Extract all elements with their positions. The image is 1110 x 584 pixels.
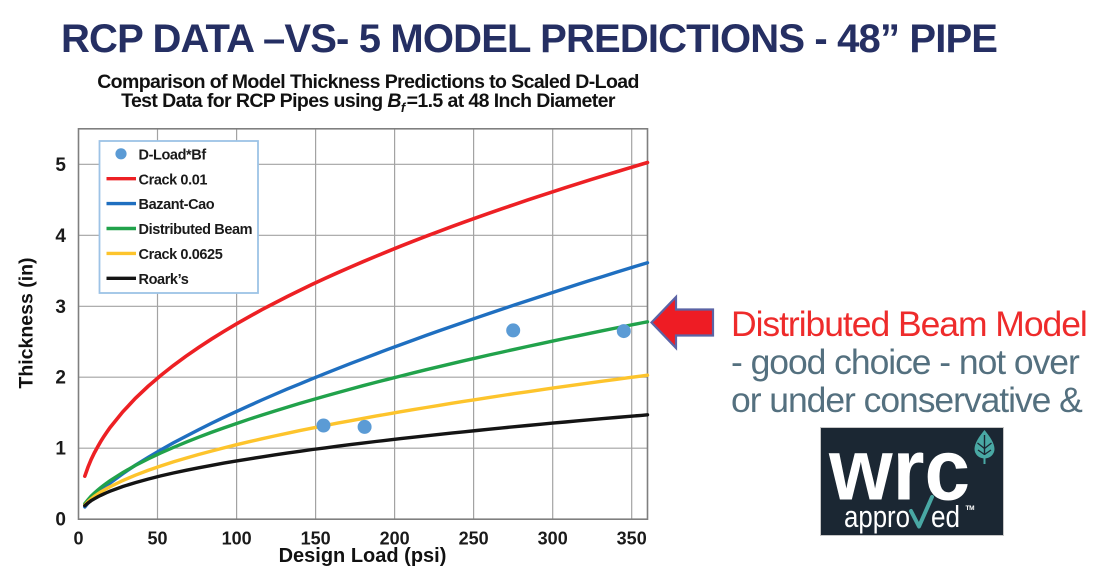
svg-text:appro: appro — [844, 499, 910, 534]
svg-text:ed: ed — [931, 499, 960, 534]
svg-text:Crack 0.0625: Crack 0.0625 — [139, 247, 223, 263]
svg-text:TM: TM — [966, 505, 975, 512]
svg-text:200: 200 — [380, 529, 410, 549]
svg-text:1: 1 — [55, 439, 66, 460]
svg-text:2: 2 — [55, 368, 66, 389]
svg-text:250: 250 — [459, 529, 489, 549]
svg-text:150: 150 — [301, 529, 331, 549]
svg-text:0: 0 — [73, 529, 83, 549]
svg-text:wrc: wrc — [828, 428, 970, 519]
svg-text:100: 100 — [222, 529, 252, 549]
svg-text:Roark’s: Roark’s — [139, 272, 189, 288]
svg-text:Crack 0.01: Crack 0.01 — [139, 172, 208, 188]
svg-text:D-Load*Bf: D-Load*Bf — [139, 147, 207, 163]
svg-text:5: 5 — [55, 155, 66, 176]
svg-text:Distributed Beam: Distributed Beam — [139, 222, 253, 238]
svg-text:3: 3 — [55, 297, 66, 318]
svg-text:Design Load (psi): Design Load (psi) — [279, 545, 447, 567]
svg-text:300: 300 — [538, 529, 568, 549]
svg-text:Thickness (in): Thickness (in) — [16, 257, 38, 388]
svg-text:4: 4 — [55, 226, 66, 247]
svg-text:350: 350 — [617, 529, 647, 549]
svg-text:50: 50 — [147, 529, 167, 549]
svg-text:Bazant-Cao: Bazant-Cao — [139, 197, 215, 213]
svg-text:0: 0 — [55, 510, 66, 531]
